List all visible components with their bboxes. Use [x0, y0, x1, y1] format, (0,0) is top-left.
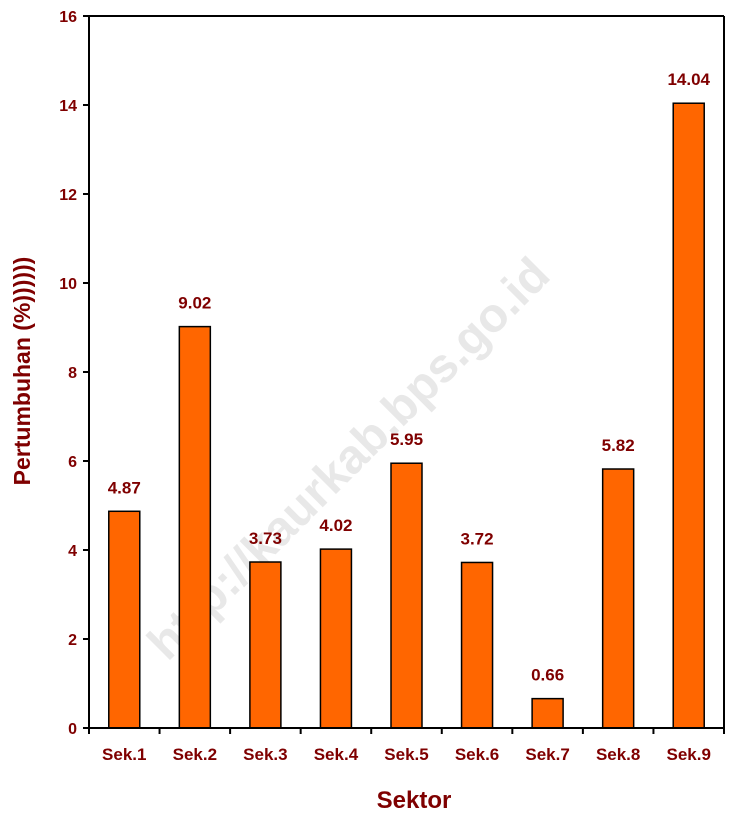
bar-sek-6 [460, 561, 494, 729]
x-tick-label: Sek.8 [596, 745, 640, 764]
x-tick-label: Sek.6 [455, 745, 499, 764]
bar-sek-1 [108, 510, 141, 729]
bar-sek-5 [390, 462, 423, 729]
x-tick-label: Sek.5 [384, 745, 428, 764]
axes-layer [83, 15, 725, 734]
bar-value-label: 3.72 [461, 529, 494, 548]
x-tick-label: Sek.9 [667, 745, 711, 764]
y-tick-label: 6 [68, 454, 77, 471]
bar-value-label: 5.82 [602, 436, 635, 455]
y-tick-label: 8 [68, 365, 77, 382]
bar-sek-9 [672, 102, 705, 729]
bar-value-label: 9.02 [178, 294, 211, 313]
y-tick-label: 12 [59, 187, 77, 204]
x-tick-label: Sek.4 [314, 745, 359, 764]
bar-value-label: 14.04 [667, 70, 710, 89]
y-tick-label: 2 [68, 632, 77, 649]
bars-layer [108, 102, 705, 729]
x-tick-label: Sek.1 [102, 745, 146, 764]
bar-sek-3 [249, 561, 282, 729]
bar-sek-7 [531, 697, 564, 729]
x-axis-title: Sektor [377, 787, 452, 814]
y-tick-label: 0 [68, 721, 77, 738]
y-axis-title: Pertumbuhan (%)))))) [9, 257, 35, 486]
y-tick-label: 10 [59, 276, 77, 293]
x-tick-label: Sek.3 [243, 745, 287, 764]
bar-sek-2 [178, 325, 212, 729]
bar-sek-8 [601, 468, 635, 729]
bar-sek-4 [319, 548, 353, 729]
labels-layer: 0 2 4 6 8 10 12 14 16 4.87 Sek.1 9.02 Sek.2 3.73 Sek.3… [59, 9, 711, 764]
bar-value-label: 5.95 [390, 430, 423, 449]
bar-value-label: 3.73 [249, 529, 282, 548]
y-tick-label: 4 [68, 543, 77, 560]
y-tick-label: 14 [59, 98, 77, 115]
x-tick-label: Sek.2 [173, 745, 217, 764]
y-tick-label: 16 [59, 9, 77, 26]
x-tick-label: Sek.7 [525, 745, 569, 764]
bar-value-label: 4.87 [108, 478, 141, 497]
bar-value-label: 0.66 [531, 666, 564, 685]
bar-value-label: 4.02 [319, 516, 352, 535]
